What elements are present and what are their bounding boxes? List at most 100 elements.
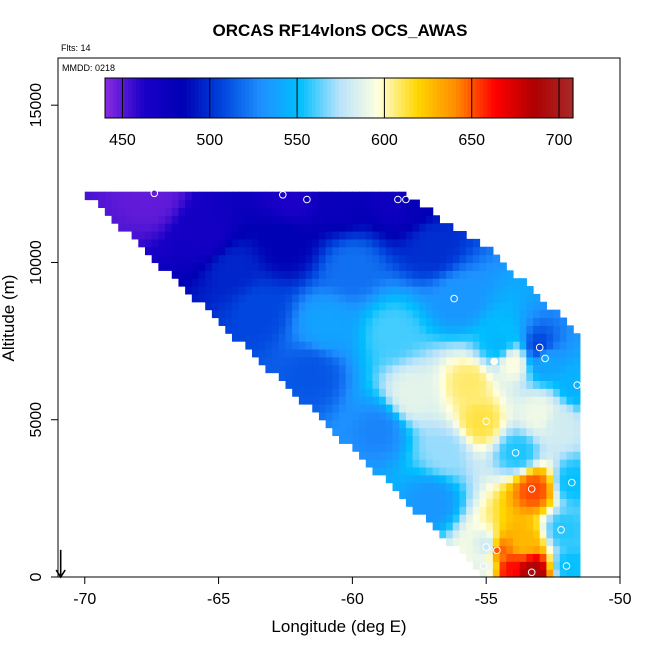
heatmap-cell (258, 286, 266, 295)
heatmap-cell (412, 333, 420, 342)
heatmap-cell (359, 380, 367, 389)
heatmap-cell (312, 396, 320, 405)
colorbar-tick-label: 700 (546, 132, 573, 149)
heatmap-cell (479, 498, 487, 507)
heatmap-cell (492, 561, 501, 570)
heatmap-cell (452, 270, 461, 279)
heatmap-cell (573, 396, 581, 405)
heatmap-cell (519, 364, 527, 374)
heatmap-cell (372, 443, 380, 452)
heatmap-cell (566, 396, 574, 405)
heatmap-cell (466, 356, 474, 366)
heatmap-cell (412, 286, 420, 295)
heatmap-cell (499, 286, 507, 295)
heatmap-cell (566, 435, 574, 444)
heatmap-cell (519, 537, 527, 547)
heatmap-cell (298, 301, 307, 311)
heatmap-cell (546, 380, 554, 389)
heatmap-cell (425, 356, 434, 366)
heatmap-cell (425, 262, 434, 271)
heatmap-cell (318, 223, 327, 232)
heatmap-cell (559, 498, 568, 507)
colorbar-segment (514, 78, 519, 118)
heatmap-cell (359, 419, 367, 429)
heatmap-cell (499, 411, 507, 421)
heatmap-cell (345, 262, 353, 271)
heatmap-cell (278, 215, 287, 224)
heatmap-cell (205, 301, 213, 311)
heatmap-cell (412, 301, 420, 311)
heatmap-cell (392, 238, 400, 248)
heatmap-cell (325, 215, 333, 224)
heatmap-cell (111, 191, 119, 201)
heatmap-cell (459, 545, 467, 555)
heatmap-cell (419, 443, 427, 452)
heatmap-cell (352, 238, 360, 248)
heatmap-cell (231, 333, 240, 342)
heatmap-cell (379, 223, 387, 232)
heatmap-cell (278, 293, 287, 303)
colorbar-segment (565, 78, 570, 118)
colorbar-segment (233, 78, 239, 118)
heatmap-cell (412, 254, 420, 264)
colorbar-segment (452, 78, 457, 118)
heatmap-cell (399, 427, 407, 437)
heatmap-cell (312, 246, 320, 256)
heatmap-cell (379, 301, 387, 311)
heatmap-cell (559, 396, 568, 405)
heatmap-cell (345, 215, 353, 224)
heatmap-cell (379, 396, 387, 405)
heatmap-cell (546, 482, 554, 492)
heatmap-cell (486, 451, 494, 460)
heatmap-cell (499, 270, 507, 279)
heatmap-cell (298, 309, 307, 319)
heatmap-cell (379, 325, 387, 334)
heatmap-cell (385, 238, 394, 248)
heatmap-cell (298, 341, 307, 350)
heatmap-cell (479, 270, 487, 279)
heatmap-cell (191, 223, 200, 232)
heatmap-cell (185, 207, 193, 216)
heatmap-cell (506, 474, 514, 484)
heatmap-cell (392, 215, 400, 224)
heatmap-cell (171, 207, 180, 216)
heatmap-cell (298, 223, 307, 232)
heatmap-cell (419, 293, 427, 303)
colorbar-segment (432, 78, 438, 118)
heatmap-cell (365, 380, 374, 389)
heatmap-cell (539, 404, 547, 413)
heatmap-cell (539, 396, 547, 405)
heatmap-cell (439, 325, 447, 334)
heatmap-cell (425, 427, 434, 437)
heatmap-cell (405, 215, 414, 224)
heatmap-cell (178, 215, 186, 224)
heatmap-cell (339, 207, 347, 216)
colorbar-segment (249, 78, 254, 118)
heatmap-cell (412, 348, 420, 358)
heatmap-cell (519, 466, 527, 476)
heatmap-cell (339, 270, 347, 279)
heatmap-cell (405, 223, 414, 232)
heatmap-cell (486, 325, 494, 334)
colorbar-segment (183, 78, 188, 118)
heatmap-cell (553, 482, 561, 492)
colorbar-segment (436, 78, 441, 118)
heatmap-cell (425, 388, 434, 397)
heatmap-cell (325, 223, 333, 232)
heatmap-cell (486, 435, 494, 444)
colorbar-segment (167, 78, 172, 118)
colorbar-segment (487, 78, 492, 118)
heatmap-cell (359, 293, 367, 303)
heatmap-cell (405, 388, 414, 397)
heatmap-cell (446, 443, 454, 452)
colorbar-segment (413, 78, 418, 118)
colorbar-segment (303, 78, 309, 118)
heatmap-cell (211, 199, 220, 209)
heatmap-cell (318, 286, 327, 295)
heatmap-cell (392, 317, 400, 326)
heatmap-cell (566, 419, 574, 429)
heatmap-cell (446, 459, 454, 468)
heatmap-cell (479, 278, 487, 287)
heatmap-cell (492, 482, 501, 492)
heatmap-cell (198, 278, 206, 287)
